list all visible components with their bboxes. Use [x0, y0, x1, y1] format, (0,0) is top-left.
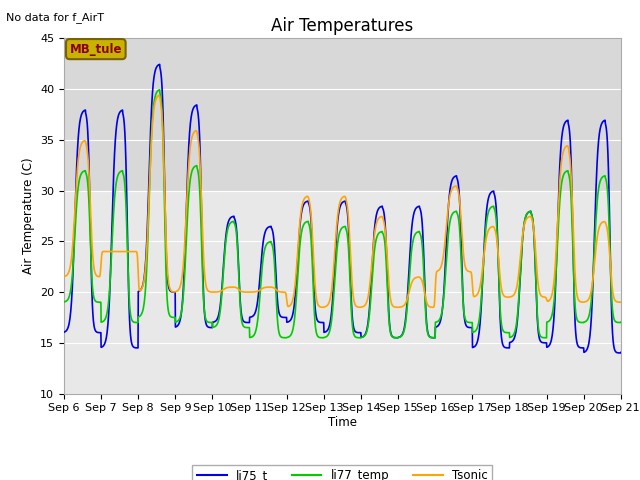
li75_t [156, 61, 163, 67]
Line: li75_t: li75_t [64, 64, 621, 353]
Tsonic [505, 294, 513, 300]
Text: No data for f_AirT: No data for f_AirT [6, 12, 104, 23]
li77_temp [60, 299, 68, 305]
Text: MB_tule: MB_tule [70, 43, 122, 56]
li75_t [617, 350, 625, 356]
li77_temp [371, 243, 379, 249]
Tsonic [60, 274, 68, 279]
li75_t [371, 223, 379, 229]
Tsonic [359, 304, 367, 310]
li77_temp [617, 319, 625, 325]
li75_t [568, 184, 575, 190]
li75_t [60, 329, 68, 335]
li75_t [584, 346, 591, 352]
X-axis label: Time: Time [328, 416, 357, 429]
Tsonic [617, 300, 625, 305]
li77_temp [568, 220, 576, 226]
Tsonic [216, 288, 223, 294]
li77_temp [505, 330, 513, 336]
Tsonic [584, 298, 591, 303]
li77_temp [216, 313, 223, 319]
Legend: li75_t, li77_temp, Tsonic: li75_t, li77_temp, Tsonic [192, 465, 493, 480]
Tsonic [155, 93, 163, 98]
Line: Tsonic: Tsonic [64, 96, 621, 307]
li75_t [359, 334, 367, 340]
Line: li77_temp: li77_temp [64, 90, 621, 338]
li77_temp [584, 317, 591, 323]
Tsonic [371, 229, 379, 235]
li77_temp [283, 335, 291, 341]
Tsonic [568, 193, 576, 199]
li75_t [216, 308, 223, 313]
Y-axis label: Air Temperature (C): Air Temperature (C) [22, 158, 35, 274]
Bar [64, 38, 621, 191]
li75_t [617, 349, 625, 355]
Tsonic [394, 304, 401, 310]
li77_temp [359, 334, 367, 340]
Title: Air Temperatures: Air Temperatures [271, 17, 413, 36]
li75_t [504, 345, 512, 351]
li77_temp [156, 87, 163, 93]
